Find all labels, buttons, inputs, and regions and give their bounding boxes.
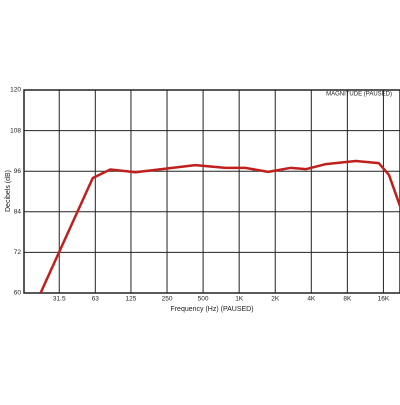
y-tick-label: 84 bbox=[14, 209, 22, 216]
x-tick-label: 1K bbox=[235, 296, 244, 303]
y-tick-label: 60 bbox=[14, 290, 22, 297]
y-tick-label: 96 bbox=[14, 168, 22, 175]
x-tick-label: 2K bbox=[271, 296, 280, 303]
plot-frame bbox=[23, 89, 400, 294]
y-tick-label: 120 bbox=[10, 87, 21, 94]
x-tick-label: 8K bbox=[343, 296, 352, 303]
y-tick-label: 72 bbox=[14, 249, 22, 256]
annotation: MAGNITUDE (PAUSED) bbox=[326, 92, 392, 98]
x-tick-label: 500 bbox=[198, 296, 209, 303]
y-tick-label: 108 bbox=[10, 127, 21, 134]
x-axis-label: Frequency (Hz) (PAUSED) bbox=[170, 306, 253, 313]
x-tick-label: 125 bbox=[126, 296, 137, 303]
line bbox=[39, 159, 400, 293]
x-tick-label: 4K bbox=[307, 296, 316, 303]
x-tick-label: 250 bbox=[162, 296, 173, 303]
x-tick-label: 31.5 bbox=[53, 296, 66, 303]
x-tick-label: 16K bbox=[378, 296, 390, 303]
x-tick-label: 63 bbox=[92, 296, 100, 303]
y-axis-label: Decibels (dB) bbox=[5, 170, 12, 212]
